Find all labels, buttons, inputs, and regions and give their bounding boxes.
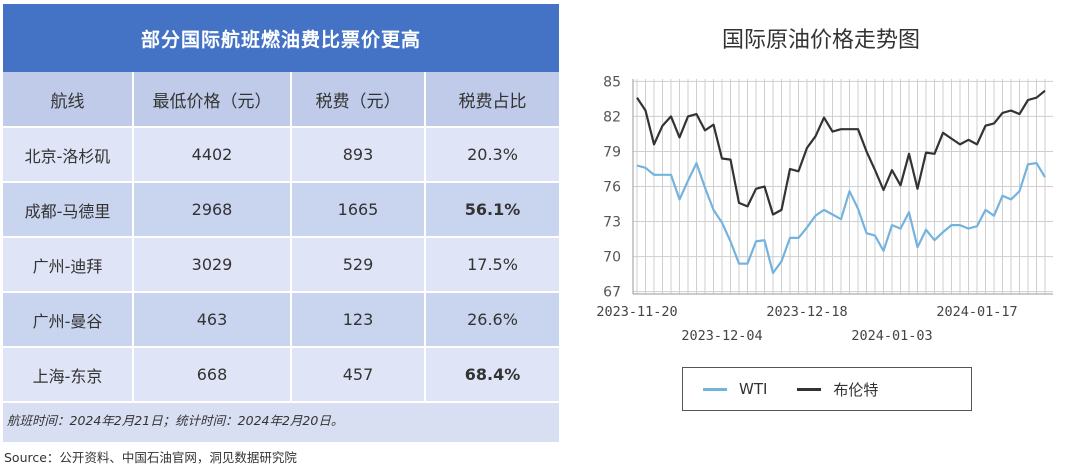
legend-swatch-brent: [797, 387, 822, 391]
header-min-price: 最低价格（元）: [133, 72, 292, 128]
fare-table-panel: 部分国际航班燃油费比票价更高 航线 最低价格（元） 税费（元） 税费占比 北京-…: [3, 4, 559, 442]
table-row: 广州-迪拜 3029 529 17.5%: [3, 237, 559, 293]
cell-route: 北京-洛杉矶: [3, 127, 134, 183]
chart-title: 国际原油价格走势图: [721, 28, 920, 53]
oil-price-chart: 67 70 73 76 79 82 85 2023-11-202023-12-042023-1…: [596, 74, 1053, 344]
cell-tax: 1665: [291, 182, 426, 238]
cell-ratio: 68.4%: [425, 347, 559, 403]
series-line-wti: [636, 162, 1046, 275]
y-tick-label: 67: [603, 285, 621, 301]
y-tick-label: 73: [603, 215, 621, 231]
cell-route: 广州-曼谷: [3, 292, 134, 348]
y-tick-label: 70: [603, 250, 621, 266]
x-tick-label: 2023-12-18: [766, 304, 847, 320]
table-footnote: 航班时间：2024年2月21日；统计时间：2024年2月20日。: [7, 413, 344, 428]
legend-label-wti: WTI: [739, 380, 768, 398]
cell-ratio: 56.1%: [425, 182, 559, 238]
x-tick-label: 2024-01-17: [936, 304, 1017, 320]
table-header-row: 航线 最低价格（元） 税费（元） 税费占比: [3, 72, 559, 128]
source-note: Source：公开资料、中国石油官网，洞见数据研究院: [4, 450, 297, 465]
cell-price: 463: [133, 292, 292, 348]
cell-ratio: 26.6%: [425, 292, 559, 348]
legend-swatch-wti: [703, 387, 727, 391]
cell-price: 668: [133, 347, 292, 403]
table-row: 广州-曼谷 463 123 26.6%: [3, 292, 559, 348]
chart-panel: 67 70 73 76 79 82 85 2023-11-20 2023-12-04 2023-1…: [565, 4, 1077, 442]
cell-tax: 893: [291, 127, 426, 183]
legend-item-brent: 布伦特: [797, 379, 878, 400]
cell-route: 上海-东京: [3, 347, 134, 403]
y-tick-label: 76: [603, 180, 621, 196]
y-tick-label: 82: [603, 109, 621, 125]
x-tick-label: 2023-12-04: [681, 328, 762, 344]
chart-legend: WTI 布伦特: [682, 367, 972, 411]
x-tick-label: 2024-01-03: [851, 328, 932, 344]
table-row: 上海-东京 668 457 68.4%: [3, 347, 559, 403]
table-row: 北京-洛杉矶 4402 893 20.3%: [3, 127, 559, 183]
cell-route: 广州-迪拜: [3, 237, 134, 293]
cell-ratio: 17.5%: [425, 237, 559, 293]
header-tax: 税费（元）: [291, 72, 426, 128]
cell-ratio: 20.3%: [425, 127, 559, 183]
legend-label-brent: 布伦特: [833, 380, 879, 399]
legend-item-wti: WTI: [703, 380, 767, 398]
cell-tax: 123: [291, 292, 426, 348]
cell-price: 4402: [133, 127, 292, 183]
cell-tax: 529: [291, 237, 426, 293]
cell-price: 2968: [133, 182, 292, 238]
header-route: 航线: [3, 72, 134, 128]
x-tick-label: 2023-11-20: [596, 304, 677, 320]
table-row: 成都-马德里 2968 1665 56.1%: [3, 182, 559, 238]
cell-price: 3029: [133, 237, 292, 293]
y-tick-label: 79: [603, 144, 621, 160]
header-tax-ratio: 税费占比: [425, 72, 559, 128]
table-title: 部分国际航班燃油费比票价更高: [3, 4, 559, 72]
cell-tax: 457: [291, 347, 426, 403]
fare-table: 航线 最低价格（元） 税费（元） 税费占比 北京-洛杉矶 4402 893 20…: [3, 72, 559, 403]
cell-route: 成都-马德里: [3, 182, 134, 238]
series-line-brent: [636, 89, 1046, 216]
y-tick-label: 85: [603, 74, 621, 90]
